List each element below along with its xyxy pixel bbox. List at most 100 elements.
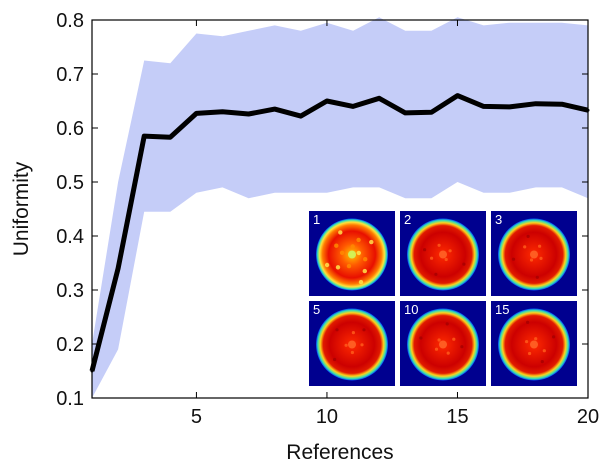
x-axis-title: References bbox=[286, 441, 393, 464]
inset-panel: 10 bbox=[400, 301, 486, 386]
y-tick-label: 0.5 bbox=[56, 172, 84, 194]
speckle bbox=[363, 257, 368, 262]
data-point bbox=[325, 99, 329, 103]
data-point bbox=[429, 110, 433, 114]
data-point bbox=[508, 105, 512, 109]
speckle bbox=[552, 335, 556, 339]
axis-ticks: 5 10 15 200.10.20.30.40.50.60.70.8 bbox=[56, 10, 599, 428]
data-point bbox=[194, 111, 198, 115]
inset-panel: 15 bbox=[491, 301, 577, 386]
speckle bbox=[423, 248, 427, 252]
speckle bbox=[540, 360, 544, 364]
speckle bbox=[339, 250, 345, 255]
data-point bbox=[534, 102, 538, 106]
speckle bbox=[445, 322, 449, 326]
disc-center bbox=[439, 250, 447, 259]
data-point bbox=[168, 135, 172, 139]
speckle bbox=[528, 351, 532, 356]
inset-panel-label: 3 bbox=[495, 212, 502, 227]
data-point bbox=[456, 94, 459, 98]
data-point bbox=[403, 111, 407, 115]
mean-line bbox=[89, 93, 590, 373]
speckle bbox=[360, 343, 364, 347]
speckle bbox=[437, 338, 441, 342]
data-point bbox=[247, 112, 251, 116]
data-point bbox=[273, 107, 277, 111]
speckle bbox=[362, 328, 366, 332]
speckle bbox=[351, 331, 355, 335]
speckle bbox=[338, 230, 343, 235]
speckle bbox=[335, 265, 341, 270]
speckle bbox=[460, 345, 464, 349]
y-axis-title: Uniformity bbox=[10, 161, 33, 256]
data-point bbox=[377, 96, 381, 100]
y-tick-label: 0.7 bbox=[56, 64, 84, 86]
inset-panel: 2 bbox=[400, 211, 486, 296]
data-point bbox=[560, 102, 564, 106]
y-tick-label: 0.4 bbox=[56, 226, 84, 248]
speckle bbox=[535, 275, 539, 279]
data-point bbox=[142, 134, 146, 138]
x-tick-label: 15 bbox=[446, 406, 468, 428]
y-tick-label: 0.8 bbox=[56, 10, 84, 32]
inset-panel-label: 5 bbox=[313, 302, 320, 317]
y-tick-label: 0.1 bbox=[56, 388, 84, 410]
y-tick-label: 0.2 bbox=[56, 334, 84, 356]
data-point bbox=[221, 110, 224, 114]
speckle bbox=[526, 320, 530, 324]
x-tick-label: 5 bbox=[191, 406, 202, 428]
speckle bbox=[534, 337, 538, 341]
disc-center bbox=[530, 340, 538, 349]
speckle bbox=[334, 243, 339, 248]
inset-panel: 3 bbox=[491, 211, 577, 296]
speckle bbox=[444, 257, 448, 262]
inset-panel: 1 bbox=[309, 211, 395, 296]
speckle bbox=[344, 343, 348, 347]
speckle bbox=[462, 262, 466, 266]
speckle bbox=[526, 234, 530, 238]
x-tick-label: 10 bbox=[316, 406, 338, 428]
speckle bbox=[523, 245, 527, 249]
speckle bbox=[529, 258, 534, 262]
speckle bbox=[446, 351, 450, 355]
y-tick-label: 0.6 bbox=[56, 118, 84, 140]
mean-series-line bbox=[89, 93, 589, 372]
speckle bbox=[452, 337, 456, 341]
speckle bbox=[419, 336, 423, 340]
speckle bbox=[333, 357, 337, 362]
speckle bbox=[539, 256, 543, 260]
speckle bbox=[542, 349, 546, 353]
speckle bbox=[525, 340, 529, 344]
speckle bbox=[356, 237, 361, 243]
disc-center bbox=[348, 340, 356, 349]
speckle bbox=[434, 347, 439, 351]
data-point bbox=[351, 104, 355, 108]
x-tick-label: 20 bbox=[577, 406, 599, 428]
speckle bbox=[511, 257, 516, 261]
speckle bbox=[437, 243, 441, 247]
speckle bbox=[324, 262, 330, 268]
speckle bbox=[358, 279, 364, 285]
y-tick-label: 0.3 bbox=[56, 280, 84, 302]
disc-center bbox=[439, 340, 447, 349]
speckle bbox=[362, 268, 367, 274]
speckle bbox=[335, 328, 339, 332]
inset-panel-label: 10 bbox=[404, 302, 418, 317]
inset-panel-label: 2 bbox=[404, 212, 411, 227]
speckle bbox=[430, 256, 434, 260]
plot-frame bbox=[91, 19, 589, 399]
speckle bbox=[448, 249, 452, 253]
data-point bbox=[299, 114, 303, 118]
speckle bbox=[350, 350, 354, 355]
inset-panel-label: 1 bbox=[313, 212, 320, 227]
speckle bbox=[369, 239, 374, 245]
data-point bbox=[116, 266, 120, 270]
speckle bbox=[346, 263, 352, 269]
speckle bbox=[350, 244, 355, 249]
inset-images: 1 2 3 5 10 15 bbox=[304, 206, 582, 391]
speckle bbox=[434, 272, 438, 276]
inset-panel-label: 15 bbox=[495, 302, 509, 317]
disc-center bbox=[530, 250, 538, 259]
speckle bbox=[538, 244, 542, 248]
